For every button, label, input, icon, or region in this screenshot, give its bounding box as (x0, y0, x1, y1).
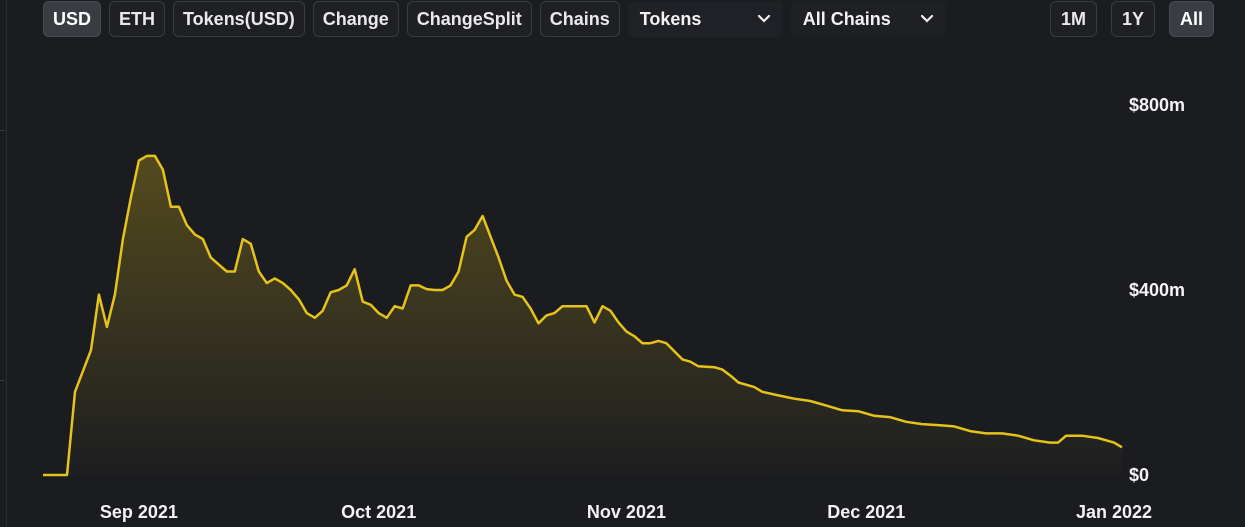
eth-button[interactable]: ETH (109, 1, 166, 37)
chains-dropdown-label: All Chains (802, 8, 891, 29)
period-all-button[interactable]: All (1168, 1, 1214, 37)
x-tick-label: Oct 2021 (341, 502, 416, 522)
x-tick-label: Jan 2022 (1076, 502, 1152, 522)
left-panel-edge (0, 0, 7, 527)
x-tick-label: Dec 2021 (827, 502, 905, 522)
change-split-button[interactable]: ChangeSplit (406, 1, 532, 37)
usd-button[interactable]: USD (43, 1, 102, 37)
x-tick-label: Nov 2021 (587, 502, 666, 522)
chains-button[interactable]: Chains (539, 1, 620, 37)
chevron-down-icon (920, 14, 933, 23)
tokens-dropdown[interactable]: Tokens (627, 1, 783, 37)
period-1m-button[interactable]: 1M (1049, 1, 1097, 37)
x-tick-label: Sep 2021 (100, 502, 178, 522)
y-tick-label: $0 (1129, 465, 1149, 485)
period-1y-button[interactable]: 1Y (1110, 1, 1155, 37)
series-area (43, 155, 1122, 475)
y-tick-label: $400m (1129, 280, 1185, 300)
chevron-down-icon (757, 14, 770, 23)
x-axis: Sep 2021 Oct 2021 Nov 2021 Dec 2021 Jan 2022 (100, 502, 1152, 522)
change-button[interactable]: Change (312, 1, 399, 37)
chart-toolbar: USD ETH Tokens(USD) Change ChangeSplit C… (43, 0, 946, 38)
y-tick-label: $800m (1129, 95, 1185, 115)
tokens-dropdown-label: Tokens (639, 8, 702, 29)
y-axis: $0 $400m $800m (1129, 95, 1185, 485)
period-selector: 1M 1Y All (1049, 0, 1214, 38)
tokens-usd-button[interactable]: Tokens(USD) (173, 1, 305, 37)
series-line (43, 154, 1123, 477)
chains-dropdown[interactable]: All Chains (790, 1, 946, 37)
